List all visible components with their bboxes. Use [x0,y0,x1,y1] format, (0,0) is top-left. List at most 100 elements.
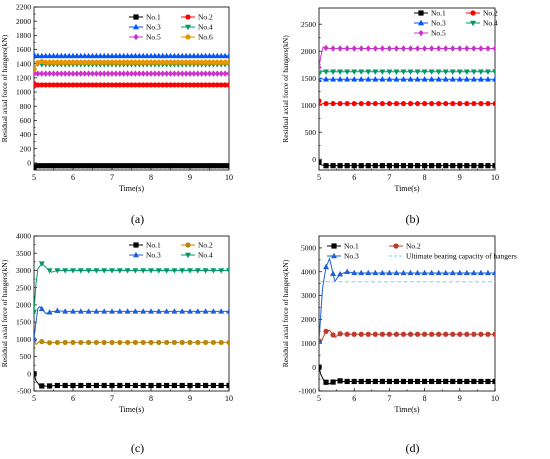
data-point [337,45,343,52]
data-point [393,76,400,82]
legend-label: No.2 [406,242,421,251]
y-tick-label: 4000 [301,267,316,276]
data-point [77,52,84,59]
data-point [66,59,72,65]
y-tick-label: 600 [20,116,32,125]
data-point [436,163,442,169]
data-point [62,268,69,274]
data-point [319,364,322,370]
data-point [393,163,400,169]
data-point [422,331,428,337]
x-axis-label: Time(s) [119,184,144,193]
y-axis-label: Residual axial force of hangers(kN) [281,259,290,367]
data-point [206,59,213,65]
data-point [435,76,442,82]
data-point [372,378,378,385]
data-point [379,269,386,276]
data-point [407,69,414,75]
data-point [471,378,477,385]
legend-label: No.2 [198,241,213,250]
data-point [414,378,421,385]
data-point [47,383,53,389]
data-point [164,82,170,88]
data-point [70,308,76,314]
data-point [428,76,435,82]
data-point [109,339,115,346]
data-point [132,59,139,65]
legend-marker [470,20,476,27]
data-point [429,378,435,385]
data-point [171,163,177,169]
data-point [70,70,76,77]
data-point [226,339,229,346]
data-point [183,52,190,59]
data-point [113,163,119,169]
legend: No.1 No.2 No.3 No.4 [129,241,213,260]
data-point [210,52,217,59]
data-point [337,100,343,107]
data-point [152,70,158,77]
data-point [351,331,357,337]
data-point [136,59,143,65]
data-point [38,52,45,59]
data-point [97,70,103,77]
data-point [206,163,213,169]
data-point [93,82,99,88]
data-point [70,382,76,389]
data-point [344,45,350,52]
data-point [206,82,213,88]
data-point [164,163,170,169]
data-point [210,70,216,77]
data-point [82,70,88,77]
data-point [46,59,53,65]
data-point [443,100,449,107]
data-point [202,308,209,314]
data-point [54,82,61,88]
data-point [222,70,228,77]
data-point [132,163,138,169]
data-point [144,52,151,59]
data-point [470,269,477,276]
data-point [436,378,442,385]
data-point [414,269,421,276]
data-point [34,52,41,59]
data-point [132,339,138,346]
data-point [85,52,92,59]
data-point [372,45,378,52]
data-point [435,69,442,75]
series-group [34,261,229,389]
data-point [484,269,491,276]
legend-label: No.4 [198,251,213,260]
data-point [222,82,228,88]
data-point [152,82,158,88]
data-point [485,331,491,337]
data-point [34,309,37,315]
data-point [323,328,329,334]
data-point [101,268,108,274]
data-point [97,59,104,65]
data-point [226,82,229,88]
data-point [187,52,193,59]
x-tick-label: 6 [71,394,75,403]
data-point [379,100,385,107]
data-point [105,70,111,77]
data-point [463,69,470,75]
data-point [210,382,216,389]
data-point [183,59,189,65]
data-point [386,45,392,52]
x-axis-label: Time(s) [394,405,419,414]
data-point [203,382,209,389]
legend-marker [418,29,424,37]
data-point [140,163,146,169]
x-tick-label: 9 [458,173,462,182]
data-point [450,100,456,107]
data-point [167,82,174,88]
legend: No.1 No.2 No.3 Ultimate bearing capacity of… [327,242,517,261]
data-point [400,163,407,169]
y-tick-label: 0 [312,363,316,372]
data-point [187,268,193,274]
data-point [222,59,228,65]
data-point [109,59,115,65]
data-point [435,269,442,276]
data-point [62,382,68,389]
